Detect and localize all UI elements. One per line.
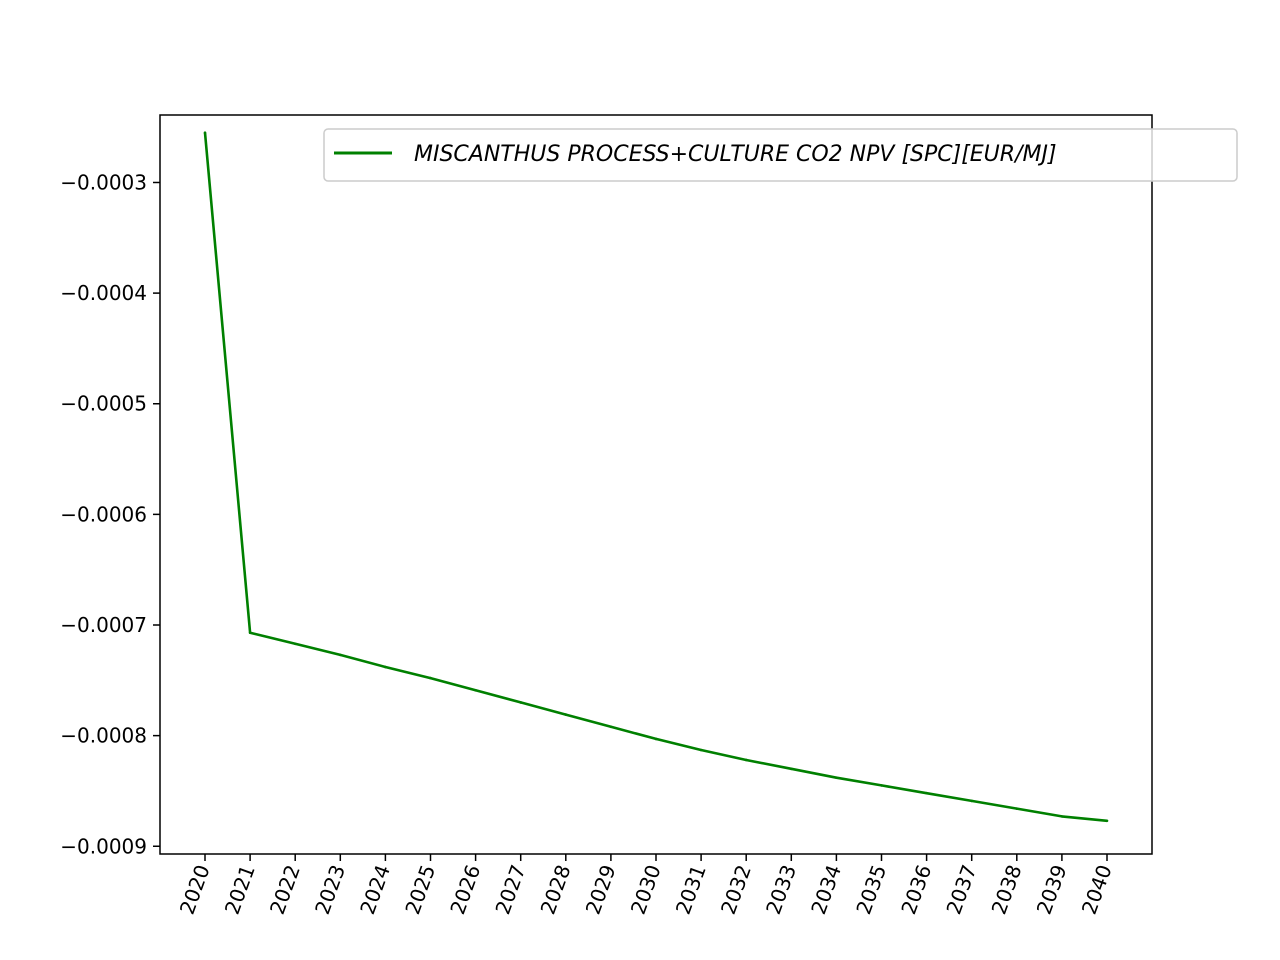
data-point [699,748,703,752]
data-point [654,737,658,741]
y-tick-label: −0.0008 [60,724,147,748]
data-point [925,791,928,795]
data-point [203,131,207,135]
legend-box [323,128,1238,182]
y-tick-label: −0.0004 [60,281,147,305]
y-tick-label: −0.0006 [60,502,147,526]
data-point [970,799,973,803]
y-tick-label: −0.0007 [60,613,147,637]
plot-frame [159,114,1153,855]
legend: MISCANTHUS PROCESS+CULTURE CO2 NPV [SPC]… [323,128,1238,182]
y-tick-label: −0.0005 [60,392,147,416]
data-point [744,758,748,762]
y-tick-label: −0.0009 [60,834,147,858]
data-point [609,725,613,729]
series-group [203,131,1109,823]
data-point [248,631,252,635]
data-point [429,676,432,680]
data-point [519,701,522,704]
data-point [384,665,387,669]
data-point [835,776,838,779]
y-axis: −0.0003 −0.0004 −0.0005 −0.0006 −0.0007 −0.00… [60,170,160,858]
data-point [564,713,568,716]
legend-label: MISCANTHUS PROCESS+CULTURE CO2 NPV [SPC]… [414,142,1057,167]
data-point [790,767,793,771]
y-tick-label: −0.0003 [60,170,147,194]
data-point [474,688,477,692]
data-point [1015,807,1019,810]
data-point [1060,815,1064,818]
data-point [880,784,883,787]
data-point [293,642,297,646]
data-point [339,653,342,657]
data-point [1105,819,1109,823]
